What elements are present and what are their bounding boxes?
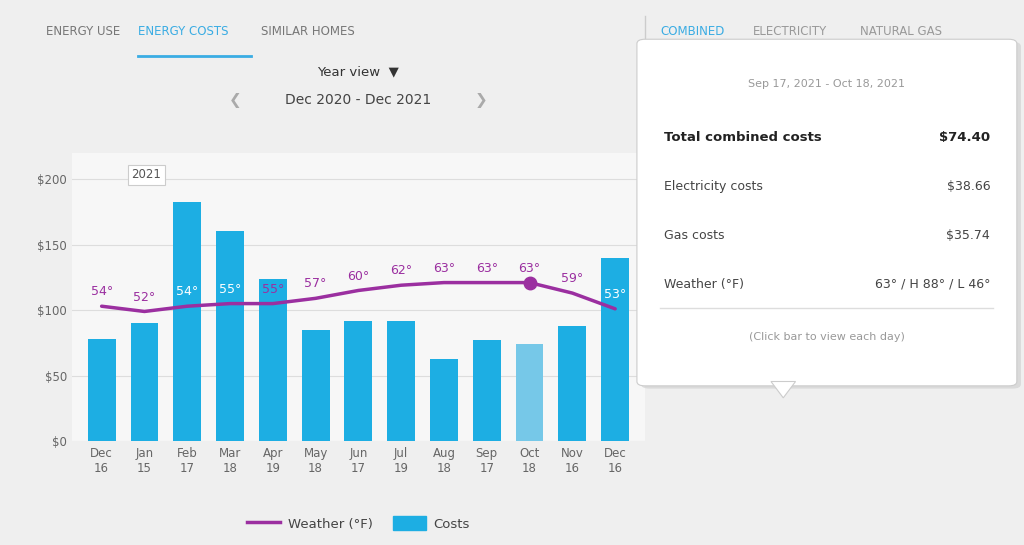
- Bar: [473, 340, 501, 441]
- Text: 63°: 63°: [518, 262, 541, 275]
- Text: 59°: 59°: [561, 272, 584, 285]
- Bar: [302, 330, 330, 441]
- Text: Total combined costs: Total combined costs: [664, 131, 821, 144]
- Bar: [558, 326, 587, 441]
- Text: ENERGY COSTS: ENERGY COSTS: [138, 25, 228, 38]
- Text: 55°: 55°: [261, 283, 284, 296]
- Text: $35.74: $35.74: [946, 229, 990, 242]
- Text: Dec 2020 - Dec 2021: Dec 2020 - Dec 2021: [286, 93, 431, 107]
- Text: 55°: 55°: [219, 283, 242, 296]
- Text: ENERGY USE: ENERGY USE: [46, 25, 121, 38]
- Bar: [516, 344, 544, 441]
- Text: Gas costs: Gas costs: [664, 229, 724, 242]
- Text: 63°: 63°: [476, 262, 498, 275]
- Bar: [430, 359, 458, 441]
- Legend: Weather (°F), Costs: Weather (°F), Costs: [242, 511, 475, 536]
- Text: 60°: 60°: [347, 270, 370, 283]
- Text: 62°: 62°: [390, 264, 413, 277]
- Text: 57°: 57°: [304, 277, 327, 290]
- Text: 2021: 2021: [132, 168, 162, 181]
- Text: $74.40: $74.40: [939, 131, 990, 144]
- Text: $38.66: $38.66: [946, 180, 990, 193]
- Text: 53°: 53°: [604, 288, 627, 301]
- Text: Year view  ▼: Year view ▼: [317, 65, 399, 78]
- Text: Weather (°F): Weather (°F): [664, 278, 743, 291]
- Bar: [173, 203, 201, 441]
- Bar: [216, 232, 244, 441]
- Bar: [387, 320, 415, 441]
- Text: 63° / H 88° / L 46°: 63° / H 88° / L 46°: [874, 278, 990, 291]
- Text: Electricity costs: Electricity costs: [664, 180, 763, 193]
- Text: (Click bar to view each day): (Click bar to view each day): [749, 332, 905, 342]
- Text: 54°: 54°: [90, 286, 113, 298]
- Text: Sep 17, 2021 - Oct 18, 2021: Sep 17, 2021 - Oct 18, 2021: [749, 79, 905, 89]
- Bar: [130, 323, 159, 441]
- Text: COMBINED: COMBINED: [660, 25, 725, 38]
- Text: 54°: 54°: [176, 286, 199, 298]
- Text: NATURAL GAS: NATURAL GAS: [860, 25, 942, 38]
- Bar: [88, 339, 116, 441]
- Text: 52°: 52°: [133, 290, 156, 304]
- Bar: [344, 320, 373, 441]
- Text: ❯: ❯: [475, 93, 487, 108]
- Bar: [259, 278, 287, 441]
- Text: SIMILAR HOMES: SIMILAR HOMES: [261, 25, 355, 38]
- Text: ❮: ❮: [229, 93, 242, 108]
- Text: ELECTRICITY: ELECTRICITY: [753, 25, 827, 38]
- Bar: [601, 258, 629, 441]
- Text: 63°: 63°: [433, 262, 455, 275]
